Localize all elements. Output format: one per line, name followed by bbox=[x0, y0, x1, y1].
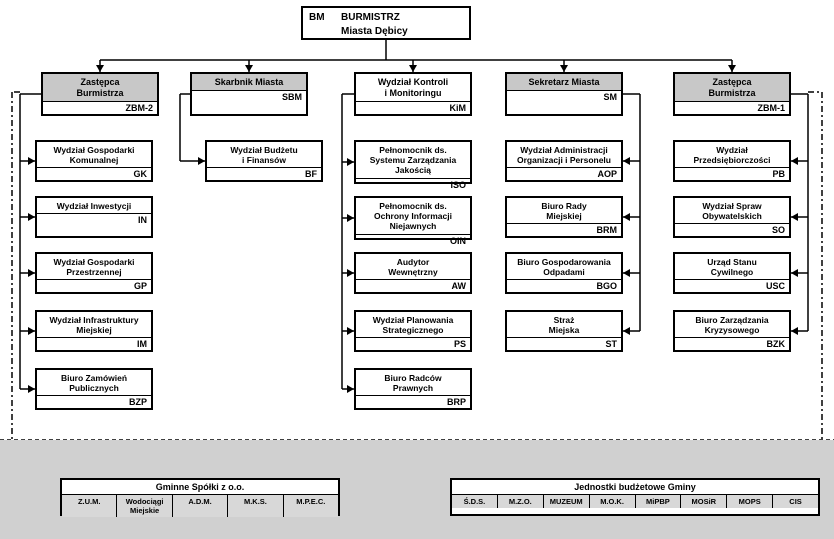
node-mid-1: Pełnomocnik ds.Ochrony InformacjiNiejawn… bbox=[354, 196, 472, 240]
node-sm-0: Wydział AdministracjiOrganizacji i Perso… bbox=[505, 140, 623, 182]
group-cell: M.O.K. bbox=[590, 495, 636, 508]
node-zbm1-1: Wydział SprawObywatelskichSO bbox=[673, 196, 791, 238]
node-title: Wydział PlanowaniaStrategicznego bbox=[356, 312, 470, 337]
group-title: Gminne Spółki z o.o. bbox=[62, 480, 338, 495]
node-title: AudytorWewnętrzny bbox=[356, 254, 470, 279]
group-box-1: Jednostki budżetowe GminyŚ.D.S.M.Z.O.MUZ… bbox=[450, 478, 820, 516]
node-mid-4: Biuro RadcówPrawnychBRP bbox=[354, 368, 472, 410]
node-code: BGO bbox=[507, 279, 621, 292]
col-header-sm: Sekretarz MiastaSM bbox=[505, 72, 623, 116]
node-title: Pełnomocnik ds.Systemu ZarządzaniaJakośc… bbox=[356, 142, 470, 178]
node-code: BZK bbox=[675, 337, 789, 350]
group-title: Jednostki budżetowe Gminy bbox=[452, 480, 818, 495]
group-cell: M.Z.O. bbox=[498, 495, 544, 508]
node-sm-1: Biuro RadyMiejskiejBRM bbox=[505, 196, 623, 238]
node-code: BRM bbox=[507, 223, 621, 236]
node-title: Wydział GospodarkiKomunalnej bbox=[37, 142, 151, 167]
group-cell: Ś.D.S. bbox=[452, 495, 498, 508]
node-code: SO bbox=[675, 223, 789, 236]
group-cell: CIS bbox=[773, 495, 818, 508]
node-code: AW bbox=[356, 279, 470, 292]
group-cell: WodociągiMiejskie bbox=[117, 495, 172, 517]
node-title: Biuro ZamówieńPublicznych bbox=[37, 370, 151, 395]
node-code: PB bbox=[675, 167, 789, 180]
node-zbm2-1: Wydział InwestycjiIN bbox=[35, 196, 153, 238]
col-header-title: Skarbnik Miasta bbox=[192, 74, 306, 90]
root-title: BMBURMISTRZMiasta Dębicy bbox=[303, 8, 469, 40]
group-cell: MUZEUM bbox=[544, 495, 590, 508]
group-cell: MiPBP bbox=[636, 495, 682, 508]
node-title: StrażMiejska bbox=[507, 312, 621, 337]
col-header-title: Sekretarz Miasta bbox=[507, 74, 621, 90]
col-header-zbm2: ZastępcaBurmistrzaZBM-2 bbox=[41, 72, 159, 116]
node-title: Wydział AdministracjiOrganizacji i Perso… bbox=[507, 142, 621, 167]
node-code: BZP bbox=[37, 395, 151, 408]
node-title: Biuro ZarządzaniaKryzysowego bbox=[675, 312, 789, 337]
node-code: GK bbox=[37, 167, 151, 180]
node-title: Pełnomocnik ds.Ochrony InformacjiNiejawn… bbox=[356, 198, 470, 234]
group-cell: M.P.E.C. bbox=[284, 495, 338, 517]
group-cell: MOPS bbox=[727, 495, 773, 508]
node-mid-0: Pełnomocnik ds.Systemu ZarządzaniaJakośc… bbox=[354, 140, 472, 184]
group-cells: Ś.D.S.M.Z.O.MUZEUMM.O.K.MiPBPMOSiRMOPSCI… bbox=[452, 495, 818, 508]
node-sm-2: Biuro GospodarowaniaOdpadamiBGO bbox=[505, 252, 623, 294]
node-mid-2: AudytorWewnętrznyAW bbox=[354, 252, 472, 294]
node-title: Wydział GospodarkiPrzestrzennej bbox=[37, 254, 151, 279]
node-mid-3: Wydział PlanowaniaStrategicznegoPS bbox=[354, 310, 472, 352]
group-box-0: Gminne Spółki z o.o.Z.U.M.WodociągiMiejs… bbox=[60, 478, 340, 516]
node-title: Wydział Inwestycji bbox=[37, 198, 151, 213]
group-cell: MOSiR bbox=[681, 495, 727, 508]
node-code: IN bbox=[37, 213, 151, 226]
node-title: Urząd StanuCywilnego bbox=[675, 254, 789, 279]
node-title: Biuro RadcówPrawnych bbox=[356, 370, 470, 395]
root-box: BMBURMISTRZMiasta Dębicy bbox=[301, 6, 471, 40]
node-title: Biuro RadyMiejskiej bbox=[507, 198, 621, 223]
node-zbm2-2: Wydział GospodarkiPrzestrzennejGP bbox=[35, 252, 153, 294]
node-code: USC bbox=[675, 279, 789, 292]
node-sbm-0: Wydział Budżetui FinansówBF bbox=[205, 140, 323, 182]
node-zbm1-0: WydziałPrzedsiębiorczościPB bbox=[673, 140, 791, 182]
col-header-code: ZBM-2 bbox=[43, 101, 157, 114]
col-header-code: SM bbox=[507, 90, 621, 103]
node-code: AOP bbox=[507, 167, 621, 180]
group-cell: M.K.S. bbox=[228, 495, 283, 517]
col-header-sbm: Skarbnik MiastaSBM bbox=[190, 72, 308, 116]
col-header-title: Wydział Kontrolii Monitoringu bbox=[356, 74, 470, 101]
col-header-code: ZBM-1 bbox=[675, 101, 789, 114]
node-zbm1-2: Urząd StanuCywilnegoUSC bbox=[673, 252, 791, 294]
node-zbm2-0: Wydział GospodarkiKomunalnejGK bbox=[35, 140, 153, 182]
node-code: BF bbox=[207, 167, 321, 180]
col-header-title: ZastępcaBurmistrza bbox=[43, 74, 157, 101]
col-header-code: KiM bbox=[356, 101, 470, 114]
node-code: OIN bbox=[356, 234, 470, 247]
col-header-title: ZastępcaBurmistrza bbox=[675, 74, 789, 101]
node-zbm1-3: Biuro ZarządzaniaKryzysowegoBZK bbox=[673, 310, 791, 352]
node-code: BRP bbox=[356, 395, 470, 408]
node-title: Wydział InfrastrukturyMiejskiej bbox=[37, 312, 151, 337]
node-title: Wydział SprawObywatelskich bbox=[675, 198, 789, 223]
col-header-mid: Wydział Kontrolii MonitoringuKiM bbox=[354, 72, 472, 116]
node-title: Biuro GospodarowaniaOdpadami bbox=[507, 254, 621, 279]
group-cells: Z.U.M.WodociągiMiejskieA.D.M.M.K.S.M.P.E… bbox=[62, 495, 338, 517]
node-zbm2-3: Wydział InfrastrukturyMiejskiejIM bbox=[35, 310, 153, 352]
node-code: IM bbox=[37, 337, 151, 350]
node-sm-3: StrażMiejskaST bbox=[505, 310, 623, 352]
node-code: ST bbox=[507, 337, 621, 350]
group-cell: Z.U.M. bbox=[62, 495, 117, 517]
node-code: PS bbox=[356, 337, 470, 350]
group-cell: A.D.M. bbox=[173, 495, 228, 517]
node-title: WydziałPrzedsiębiorczości bbox=[675, 142, 789, 167]
col-header-zbm1: ZastępcaBurmistrzaZBM-1 bbox=[673, 72, 791, 116]
node-zbm2-4: Biuro ZamówieńPublicznychBZP bbox=[35, 368, 153, 410]
node-title: Wydział Budżetui Finansów bbox=[207, 142, 321, 167]
node-code: GP bbox=[37, 279, 151, 292]
node-code: ISO bbox=[356, 178, 470, 191]
col-header-code: SBM bbox=[192, 90, 306, 103]
